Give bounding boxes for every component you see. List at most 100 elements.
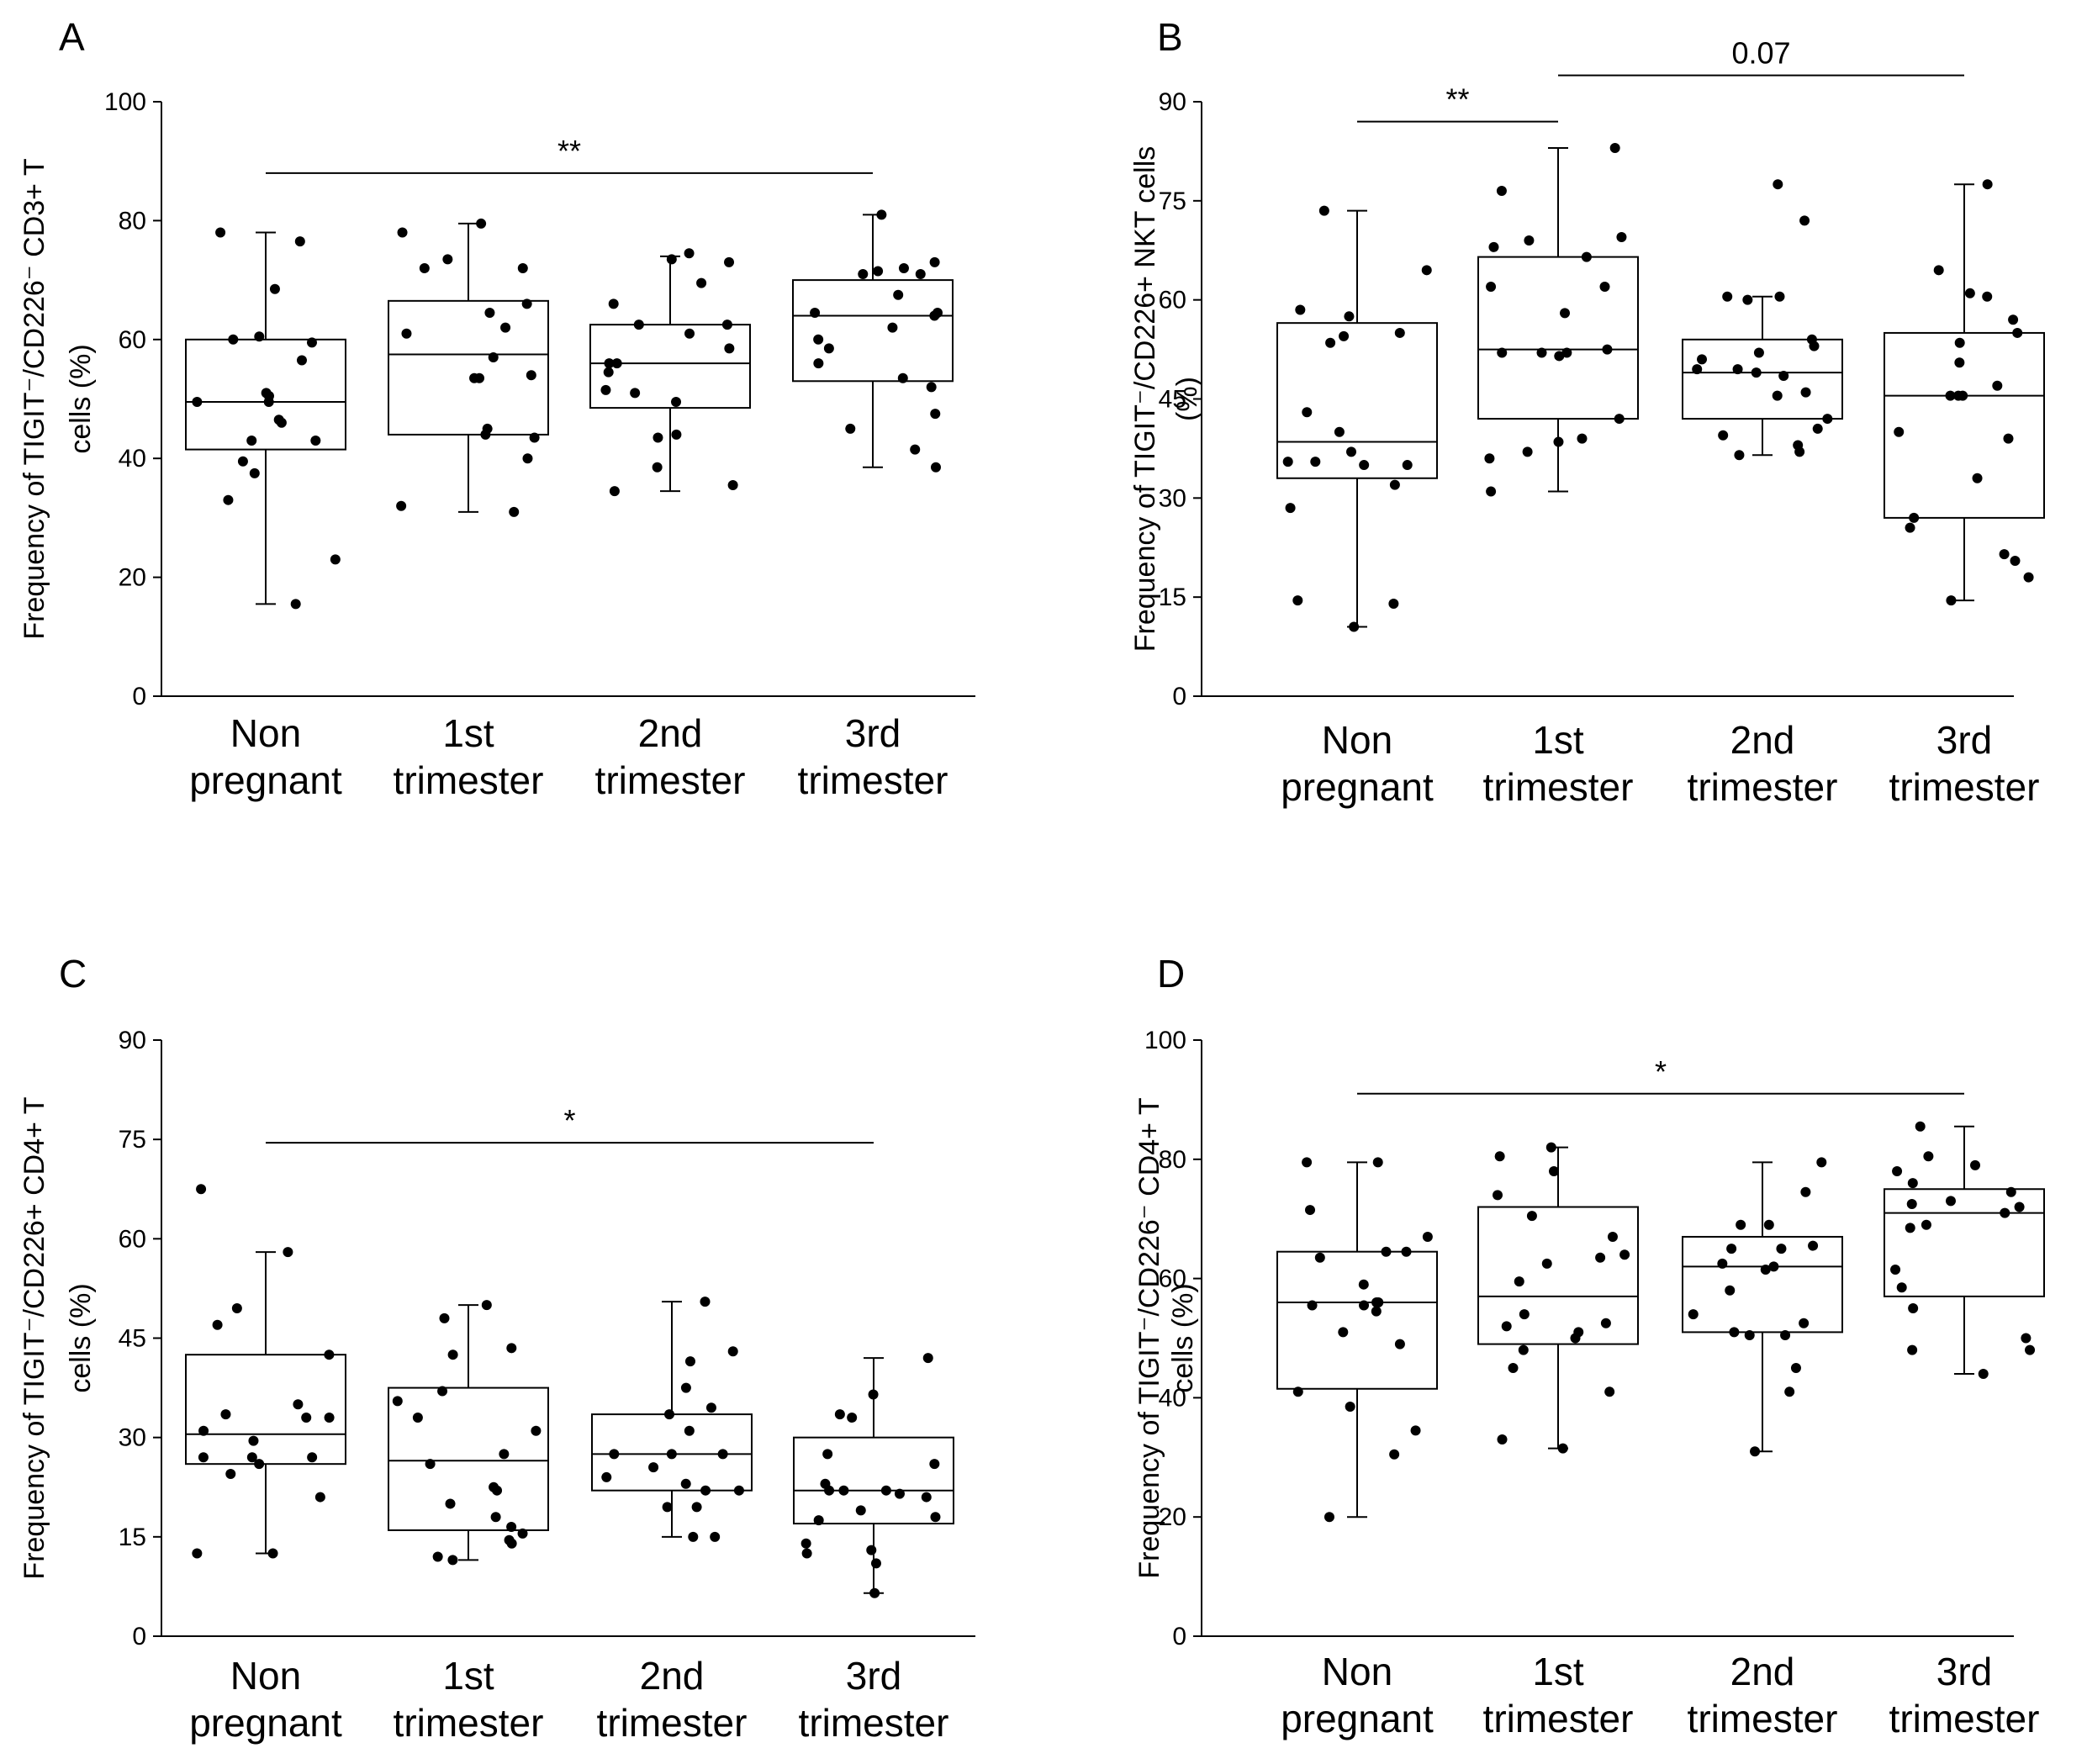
data-point: [700, 1297, 711, 1307]
data-point: [267, 1548, 278, 1559]
x-category-label: 2nd: [1730, 1650, 1795, 1693]
data-point: [220, 1409, 231, 1420]
data-point: [1999, 549, 2010, 560]
y-tick-label: 30: [119, 1424, 146, 1452]
x-category-label: 1st: [442, 1654, 494, 1698]
x-category-label: 2nd: [1730, 718, 1795, 762]
data-point: [680, 1478, 691, 1489]
x-category-label: Non: [230, 1654, 301, 1698]
data-point: [824, 1485, 835, 1496]
data-point: [445, 1498, 456, 1509]
data-point: [1302, 407, 1313, 418]
data-point: [2021, 1333, 2032, 1344]
data-point: [866, 1545, 877, 1555]
data-point: [1809, 341, 1820, 351]
y-tick-label: 90: [119, 1027, 146, 1054]
data-point: [915, 269, 926, 280]
data-point: [1310, 457, 1321, 467]
data-point: [1389, 1449, 1400, 1460]
data-point: [1493, 1190, 1503, 1201]
data-point: [1794, 446, 1805, 457]
data-point: [1292, 1386, 1303, 1397]
data-point: [1581, 251, 1592, 262]
y-tick-label: 60: [1159, 287, 1186, 314]
x-category-label: pregnant: [1281, 765, 1434, 809]
data-point: [1890, 1264, 1901, 1275]
data-point: [506, 1538, 517, 1549]
data-point: [603, 367, 614, 378]
data-point: [1484, 453, 1495, 464]
data-point: [684, 328, 695, 339]
x-category-label: trimester: [1889, 765, 2040, 809]
x-category-label: 3rd: [845, 711, 901, 755]
box-group: [589, 255, 751, 493]
data-point: [228, 334, 239, 345]
data-point: [1497, 347, 1508, 358]
data-point: [484, 307, 495, 318]
box: [793, 1436, 954, 1525]
data-point: [929, 1459, 940, 1470]
data-point: [432, 1551, 443, 1562]
data-point: [1488, 241, 1499, 252]
box-group: [1276, 209, 1438, 628]
y-tick-label: 60: [119, 1225, 146, 1253]
data-point: [294, 236, 305, 247]
box: [589, 324, 751, 409]
data-point: [684, 1356, 695, 1367]
data-point: [1905, 522, 1915, 533]
data-point: [1359, 460, 1370, 471]
data-point: [921, 1492, 932, 1503]
data-point: [1774, 291, 1785, 302]
data-point: [1812, 423, 1823, 434]
data-point: [1599, 281, 1610, 292]
data-point: [604, 358, 615, 369]
data-point: [633, 320, 644, 330]
data-point: [480, 429, 491, 440]
data-point: [700, 1485, 711, 1496]
y-axis-label: cells (%): [65, 1283, 97, 1392]
significance-label: 0.07: [1731, 36, 1790, 71]
data-point: [419, 262, 430, 273]
data-point: [1314, 1252, 1325, 1263]
data-point: [276, 417, 287, 428]
data-point: [922, 1353, 933, 1364]
data-point: [1734, 450, 1745, 461]
data-point: [1894, 426, 1905, 437]
data-point: [1545, 1142, 1556, 1153]
box: [1884, 1188, 2045, 1297]
data-point: [930, 462, 941, 473]
data-point: [196, 1184, 207, 1195]
data-point: [522, 453, 533, 464]
data-point: [1486, 486, 1497, 497]
data-point: [930, 409, 941, 420]
x-category-label: trimester: [1688, 1697, 1838, 1740]
y-tick-label: 0: [132, 1623, 146, 1650]
data-point: [858, 269, 869, 280]
y-axis-label: cells (%): [65, 344, 97, 453]
data-point: [506, 1343, 517, 1354]
data-point: [1508, 1362, 1519, 1373]
data-point: [290, 599, 301, 610]
data-point: [727, 480, 738, 491]
data-point: [1549, 1165, 1560, 1176]
data-point: [1725, 1285, 1736, 1296]
data-point: [1295, 304, 1306, 315]
data-point: [691, 1502, 702, 1513]
data-point: [1614, 414, 1625, 425]
panel-a: A 0 20 40 60 80 100 Frequency of TIGIT⁻/CD226⁻ …: [18, 15, 975, 802]
data-point: [1800, 1186, 1811, 1197]
data-point: [727, 1346, 738, 1357]
data-point: [1970, 1159, 1981, 1170]
x-category-label: 2nd: [638, 711, 703, 755]
data-point: [283, 1247, 293, 1258]
data-point: [1338, 1327, 1349, 1338]
x-category-label: trimester: [595, 758, 746, 802]
data-point: [1736, 1219, 1746, 1230]
data-point: [609, 486, 620, 497]
data-point: [1808, 1240, 1819, 1251]
data-point: [887, 322, 898, 333]
y-axis-label: Frequency of TIGIT⁻/CD226+ CD4+ T: [18, 1096, 50, 1579]
data-point: [301, 1413, 312, 1423]
data-point: [2023, 572, 2034, 583]
